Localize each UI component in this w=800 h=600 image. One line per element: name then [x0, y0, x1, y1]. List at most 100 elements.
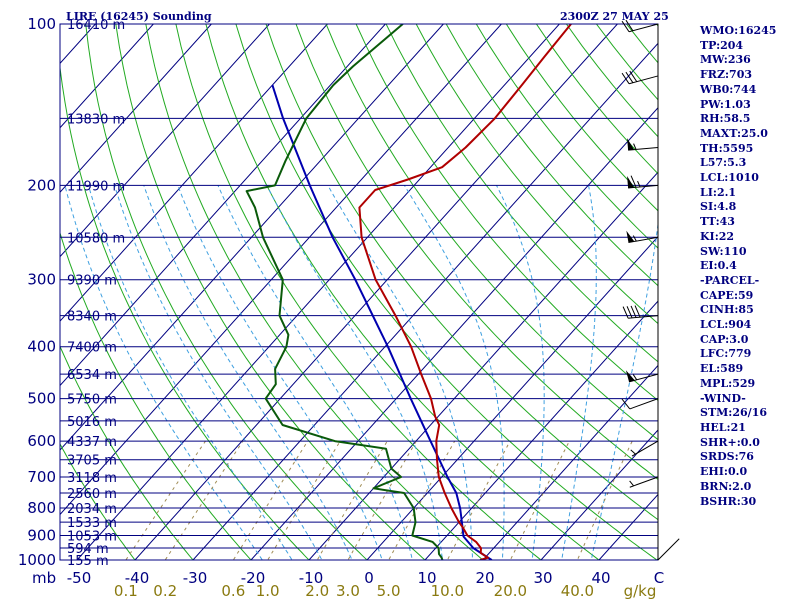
index-item: BRN:2.0 — [700, 479, 752, 493]
pressure-tick-label: 1000 — [18, 551, 56, 569]
isotherm-line — [424, 300, 658, 560]
index-item: L57:5.3 — [700, 156, 747, 170]
moist-adiabat-line — [590, 220, 658, 560]
mixing-ratio-line — [446, 440, 511, 560]
temperature-trace — [358, 24, 572, 560]
wind-barb — [630, 440, 659, 457]
isotherm-line — [60, 24, 270, 258]
wind-barb-pennant — [627, 176, 635, 188]
sounding-title: LIRE (16245) Sounding — [66, 10, 212, 23]
height-level-label: 155 m — [67, 554, 109, 569]
index-item: EHI:0.0 — [700, 465, 748, 479]
mixing-ratio-tick-label: 0.1 — [114, 582, 138, 600]
dry-adiabat-line — [415, 24, 658, 325]
dry-adiabat-line — [265, 24, 658, 521]
isotherm-line — [192, 42, 658, 560]
mixing-ratio-line — [267, 440, 341, 560]
dry-adiabat-line — [60, 231, 252, 560]
height-level-label: 16410 m — [67, 18, 125, 33]
index-item: LCL:904 — [700, 318, 752, 332]
wind-barb-flag — [625, 19, 634, 32]
wind-barb-shaft — [628, 184, 659, 189]
index-item: EI:0.4 — [700, 259, 737, 273]
wind-barb-flag — [630, 305, 637, 318]
moist-adiabat-line — [217, 185, 413, 560]
mixing-ratio-line — [388, 440, 456, 560]
pressure-tick-label: 700 — [27, 468, 56, 486]
mixing-ratio-tick-label: 40.0 — [561, 582, 594, 600]
dry-adiabat-line — [445, 24, 658, 287]
temperature-tick-label: 20 — [475, 569, 494, 587]
pressure-tick-label: 100 — [27, 15, 56, 33]
wind-barb-shaft — [628, 315, 659, 319]
index-item: BSHR:30 — [700, 494, 757, 508]
dry-adiabat-line — [85, 24, 368, 560]
moist-adiabat-line — [143, 185, 353, 560]
wind-barb — [629, 476, 659, 488]
index-item: STM:26/16 — [700, 406, 767, 420]
height-level-label: 3705 m — [67, 454, 117, 469]
wind-barb-flag — [625, 71, 634, 83]
temperature-tick-label: C — [654, 569, 664, 587]
index-item: LI:2.1 — [700, 185, 737, 199]
isotherm-line — [366, 235, 658, 560]
pressure-unit-label: mb — [32, 569, 56, 587]
temperature-tick-label: 30 — [533, 569, 552, 587]
wind-barb-flag — [626, 306, 633, 319]
wind-barb-half-flag — [630, 449, 636, 455]
wind-barb-flag — [622, 306, 629, 319]
wind-barb-half-flag — [633, 143, 637, 150]
dry-adiabat-line — [175, 24, 542, 560]
wind-barb — [627, 138, 659, 151]
dewpoint-trace — [245, 24, 444, 560]
wind-barb — [627, 175, 659, 189]
moist-adiabat-line — [88, 185, 293, 560]
pressure-tick-label: 500 — [27, 390, 56, 408]
moist-adiabat-line — [561, 185, 597, 560]
index-item: PW:1.03 — [700, 97, 751, 111]
height-level-label: 8340 m — [67, 310, 117, 325]
moist-adiabat-line — [403, 185, 505, 560]
temperature-tick-label: -20 — [241, 569, 266, 587]
height-level-label: 2034 m — [67, 502, 117, 517]
index-item: HEL:21 — [700, 420, 746, 434]
index-item: CAPE:59 — [700, 288, 754, 302]
dry-adiabat-line — [205, 24, 600, 560]
mixing-ratio-line — [347, 440, 417, 560]
index-item: TT:43 — [700, 215, 735, 229]
height-level-label: 1053 m — [67, 529, 117, 544]
index-item: LFC:779 — [700, 347, 752, 361]
dry-adiabat-line — [60, 345, 194, 560]
isotherm-line — [60, 24, 154, 129]
index-item: -WIND- — [700, 391, 746, 405]
index-item: -PARCEL- — [700, 273, 760, 287]
mixing-ratio-tick-label: 5.0 — [377, 582, 401, 600]
index-item: SW:110 — [700, 244, 747, 258]
temperature-tick-label: 0 — [364, 569, 374, 587]
mixing-ratio-tick-label: 10.0 — [431, 582, 464, 600]
pressure-tick-label: 200 — [27, 176, 56, 194]
index-item: RH:58.5 — [700, 112, 751, 126]
wind-barb — [621, 398, 659, 410]
height-level-label: 2560 m — [67, 487, 117, 502]
wind-barb-flag — [630, 175, 637, 188]
moist-adiabat-line — [114, 185, 323, 560]
wind-barb — [621, 19, 659, 33]
height-level-label: 1533 m — [67, 516, 117, 531]
dry-adiabat-line — [355, 24, 658, 402]
index-item: FRZ:703 — [700, 68, 753, 82]
mixing-ratio-line — [509, 440, 570, 560]
wind-barb-flag — [621, 72, 630, 84]
moist-adiabat-line — [496, 185, 545, 560]
mixing-ratio-tick-label: 0.6 — [221, 582, 245, 600]
pressure-tick-label: 300 — [27, 271, 56, 289]
indices-panel: WMO:16245 TP:204 MW:236 FRZ:703 WB0:744 PW:1.… — [700, 24, 800, 509]
moist-adiabat-line — [327, 185, 473, 560]
dry-adiabat-line — [295, 24, 658, 481]
wind-barb — [657, 538, 680, 561]
sounding-time: 2300Z 27 MAY 25 — [560, 10, 669, 23]
wind-barb-shaft — [657, 538, 680, 561]
moist-adiabat-line — [64, 185, 263, 560]
isotherm-line — [540, 429, 658, 560]
